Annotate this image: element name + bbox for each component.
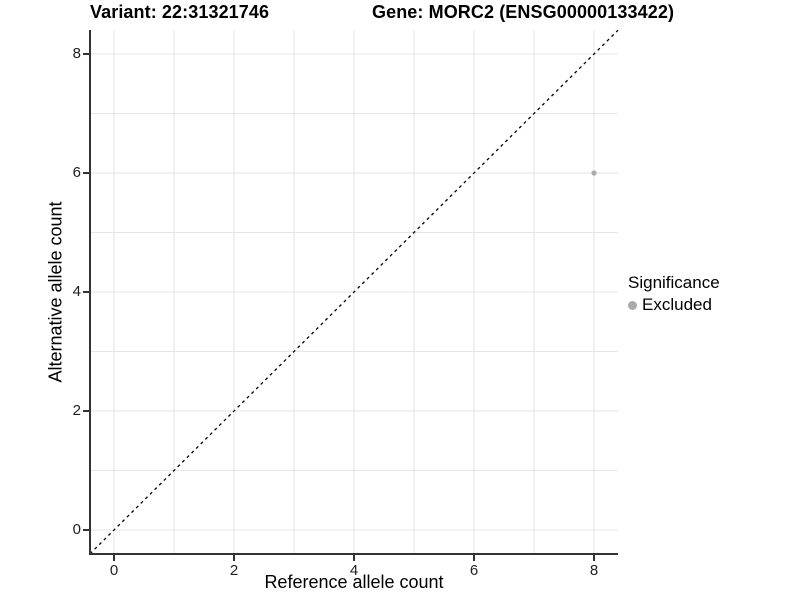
y-tick-label: 8 [72,45,81,62]
excluded-point-icon [628,300,637,310]
plot-title-variant: Variant: 22:31321746 [90,2,270,22]
axis-lines [89,30,618,555]
y-tick-label: 4 [72,283,81,300]
y-tick-label: 0 [72,521,81,538]
x-axis-title: Reference allele count [264,572,444,592]
data-point [591,170,597,176]
plot-title-gene: Gene: MORC2 (ENSG00000133422) [372,2,675,22]
legend: Significance Excluded [628,273,720,315]
y-tick-label: 2 [72,402,81,419]
legend-item-excluded: Excluded [628,295,720,315]
y-tick-label: 6 [72,164,81,181]
x-tick-label: 6 [469,562,479,579]
legend-item-label: Excluded [642,295,712,314]
legend-title: Significance [628,273,720,292]
x-tick-label: 2 [229,562,239,579]
x-tick-label: 0 [109,562,119,579]
axis-tick-marks [83,53,595,561]
x-tick-label: 4 [349,562,359,579]
x-tick-label: 8 [589,562,599,579]
y-axis-title: Alternative allele count [45,201,66,383]
identity-reference-line [89,29,619,555]
